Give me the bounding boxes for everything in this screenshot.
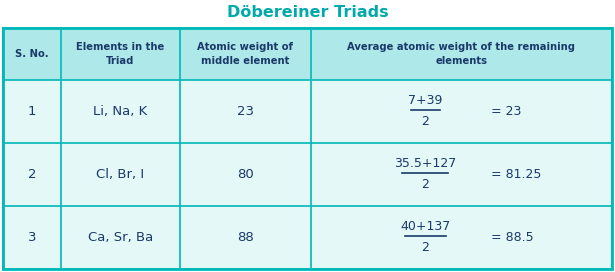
Text: 3: 3: [28, 231, 36, 244]
Bar: [3, 28, 612, 269]
Text: = 88.5: = 88.5: [491, 231, 534, 244]
Text: 2: 2: [421, 115, 429, 128]
Bar: [3, 143, 612, 206]
Text: 88: 88: [237, 231, 253, 244]
Text: Atomic weight of
middle element: Atomic weight of middle element: [197, 42, 293, 66]
Bar: [3, 28, 612, 80]
Text: 7+39: 7+39: [408, 94, 442, 107]
Text: Döbereiner Triads: Döbereiner Triads: [227, 5, 388, 20]
Bar: [3, 206, 612, 269]
Bar: [3, 80, 612, 143]
Text: = 23: = 23: [491, 105, 522, 118]
Text: Cl, Br, I: Cl, Br, I: [96, 168, 145, 181]
Text: 1: 1: [28, 105, 36, 118]
Text: 23: 23: [237, 105, 253, 118]
Text: Ca, Sr, Ba: Ca, Sr, Ba: [87, 231, 153, 244]
Text: 80: 80: [237, 168, 253, 181]
Text: 35.5+127: 35.5+127: [394, 157, 456, 170]
Text: Elements in the
Triad: Elements in the Triad: [76, 42, 164, 66]
Text: 2: 2: [421, 178, 429, 191]
Text: Average atomic weight of the remaining
elements: Average atomic weight of the remaining e…: [347, 42, 575, 66]
Text: Li, Na, K: Li, Na, K: [93, 105, 148, 118]
Text: = 81.25: = 81.25: [491, 168, 542, 181]
Text: 2: 2: [28, 168, 36, 181]
Text: 2: 2: [421, 241, 429, 254]
Text: 40+137: 40+137: [400, 220, 450, 233]
Text: S. No.: S. No.: [15, 49, 49, 59]
